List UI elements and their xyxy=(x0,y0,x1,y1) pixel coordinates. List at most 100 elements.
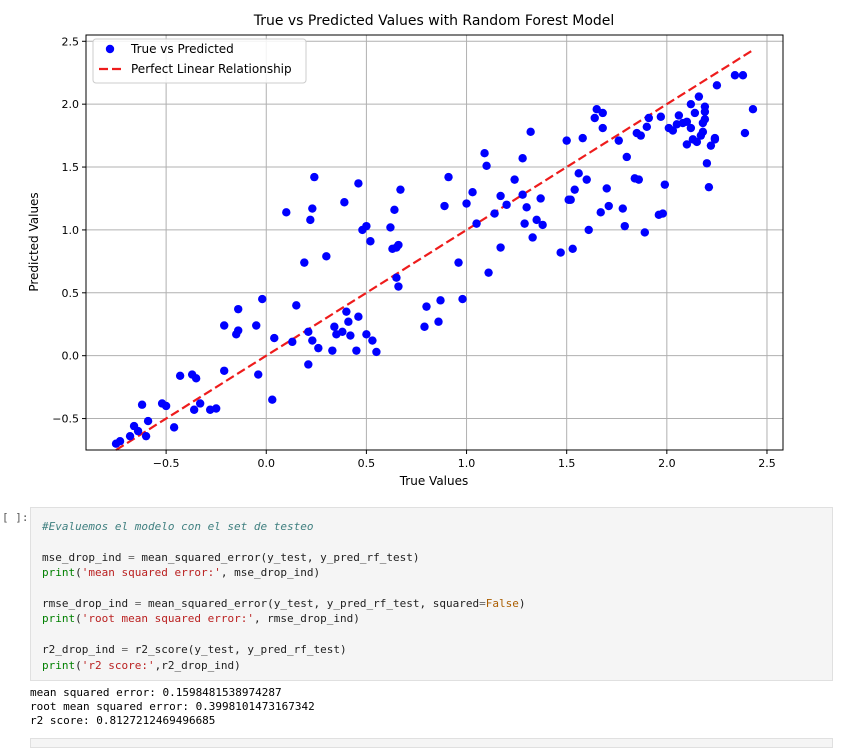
data-point xyxy=(368,336,377,345)
data-point xyxy=(304,360,313,369)
data-point xyxy=(490,209,499,218)
output-line: mean squared error: 0.1598481538974287 xyxy=(30,686,282,699)
data-point xyxy=(518,154,527,163)
data-point xyxy=(219,321,229,330)
scatter-points xyxy=(111,71,758,448)
data-point xyxy=(694,92,704,101)
data-point xyxy=(578,133,587,143)
data-point xyxy=(642,122,652,132)
data-point xyxy=(342,307,351,316)
data-point xyxy=(660,180,670,189)
data-point xyxy=(282,208,291,217)
data-point xyxy=(169,423,179,432)
data-point xyxy=(496,243,505,252)
data-point xyxy=(143,416,153,426)
data-point xyxy=(620,221,629,231)
data-point xyxy=(618,204,627,213)
data-point xyxy=(484,268,493,277)
data-point xyxy=(518,190,527,199)
data-point xyxy=(310,172,319,182)
data-point xyxy=(372,347,381,357)
data-point xyxy=(328,346,337,355)
data-point xyxy=(458,294,467,304)
data-point xyxy=(584,225,593,235)
data-point xyxy=(462,199,471,208)
data-point xyxy=(366,237,375,246)
data-point xyxy=(420,322,429,331)
data-point xyxy=(712,81,722,90)
x-tick-label: 0.0 xyxy=(258,457,276,470)
data-point xyxy=(570,185,579,194)
x-tick-label: −0.5 xyxy=(153,457,180,470)
data-point xyxy=(566,195,575,204)
data-point xyxy=(690,108,700,118)
data-point xyxy=(189,405,199,414)
data-point xyxy=(636,131,645,140)
data-point xyxy=(502,200,511,209)
data-point xyxy=(510,175,519,184)
x-tick-label: 0.5 xyxy=(358,457,376,470)
data-point xyxy=(682,140,692,149)
data-point xyxy=(422,302,431,311)
code-editor[interactable]: #Evaluemos el modelo con el set de teste… xyxy=(30,507,833,681)
data-point xyxy=(706,141,716,150)
data-point xyxy=(592,104,601,114)
x-axis-label: True Values xyxy=(399,474,469,488)
data-point xyxy=(686,123,696,133)
data-point xyxy=(674,111,684,120)
data-point xyxy=(644,113,654,123)
data-point xyxy=(252,321,261,330)
data-point xyxy=(686,99,696,109)
data-point xyxy=(658,209,668,218)
data-point xyxy=(308,336,317,345)
data-point xyxy=(211,404,221,413)
data-point xyxy=(700,115,710,124)
data-point xyxy=(330,322,339,331)
data-point xyxy=(700,107,710,116)
data-point xyxy=(258,294,267,304)
data-point xyxy=(528,233,537,242)
data-point xyxy=(482,161,491,170)
data-point xyxy=(454,258,463,267)
legend-label-scatter: True vs Predicted xyxy=(130,42,234,56)
data-point xyxy=(191,374,201,383)
data-point xyxy=(362,330,371,339)
data-point xyxy=(468,187,477,197)
x-tick-label: 1.5 xyxy=(558,457,576,470)
data-point xyxy=(656,112,666,121)
data-point xyxy=(219,366,229,375)
data-point xyxy=(444,172,453,182)
data-point xyxy=(306,215,315,225)
data-point xyxy=(308,204,317,213)
data-point xyxy=(698,127,708,137)
code-line: r2_drop_ind = r2_score(y_test, y_pred_rf… xyxy=(42,643,347,657)
data-point xyxy=(526,127,535,137)
y-tick-label: 1.0 xyxy=(62,224,80,237)
data-point xyxy=(125,431,135,441)
data-point xyxy=(394,282,403,291)
data-point xyxy=(582,175,591,184)
code-cell: [ ]: #Evaluemos el modelo con el set de … xyxy=(0,505,842,687)
data-point xyxy=(396,185,405,194)
data-point xyxy=(574,169,583,178)
next-code-cell[interactable] xyxy=(30,738,833,748)
data-point xyxy=(362,221,371,231)
data-point xyxy=(598,108,607,118)
data-point xyxy=(314,343,323,353)
output-line: r2 score: 0.8127212469496685 xyxy=(30,714,216,727)
y-axis-ticks: −0.5 0.0 0.5 1.0 1.5 2.0 2.5 xyxy=(52,35,86,426)
legend-label-line: Perfect Linear Relationship xyxy=(131,62,292,76)
data-point xyxy=(496,191,505,201)
data-point xyxy=(386,223,395,232)
data-point xyxy=(338,327,347,336)
data-point xyxy=(692,137,702,147)
cell-output: mean squared error: 0.1598481538974287 ro… xyxy=(30,686,315,728)
data-point xyxy=(562,136,571,145)
data-point xyxy=(568,244,577,253)
data-point xyxy=(322,252,331,261)
data-point xyxy=(730,71,740,80)
plot-frame xyxy=(85,34,784,451)
data-point xyxy=(354,312,363,321)
y-tick-label: 2.0 xyxy=(62,98,80,111)
x-axis-ticks: −0.5 0.0 0.5 1.0 1.5 2.0 2.5 xyxy=(153,450,776,470)
